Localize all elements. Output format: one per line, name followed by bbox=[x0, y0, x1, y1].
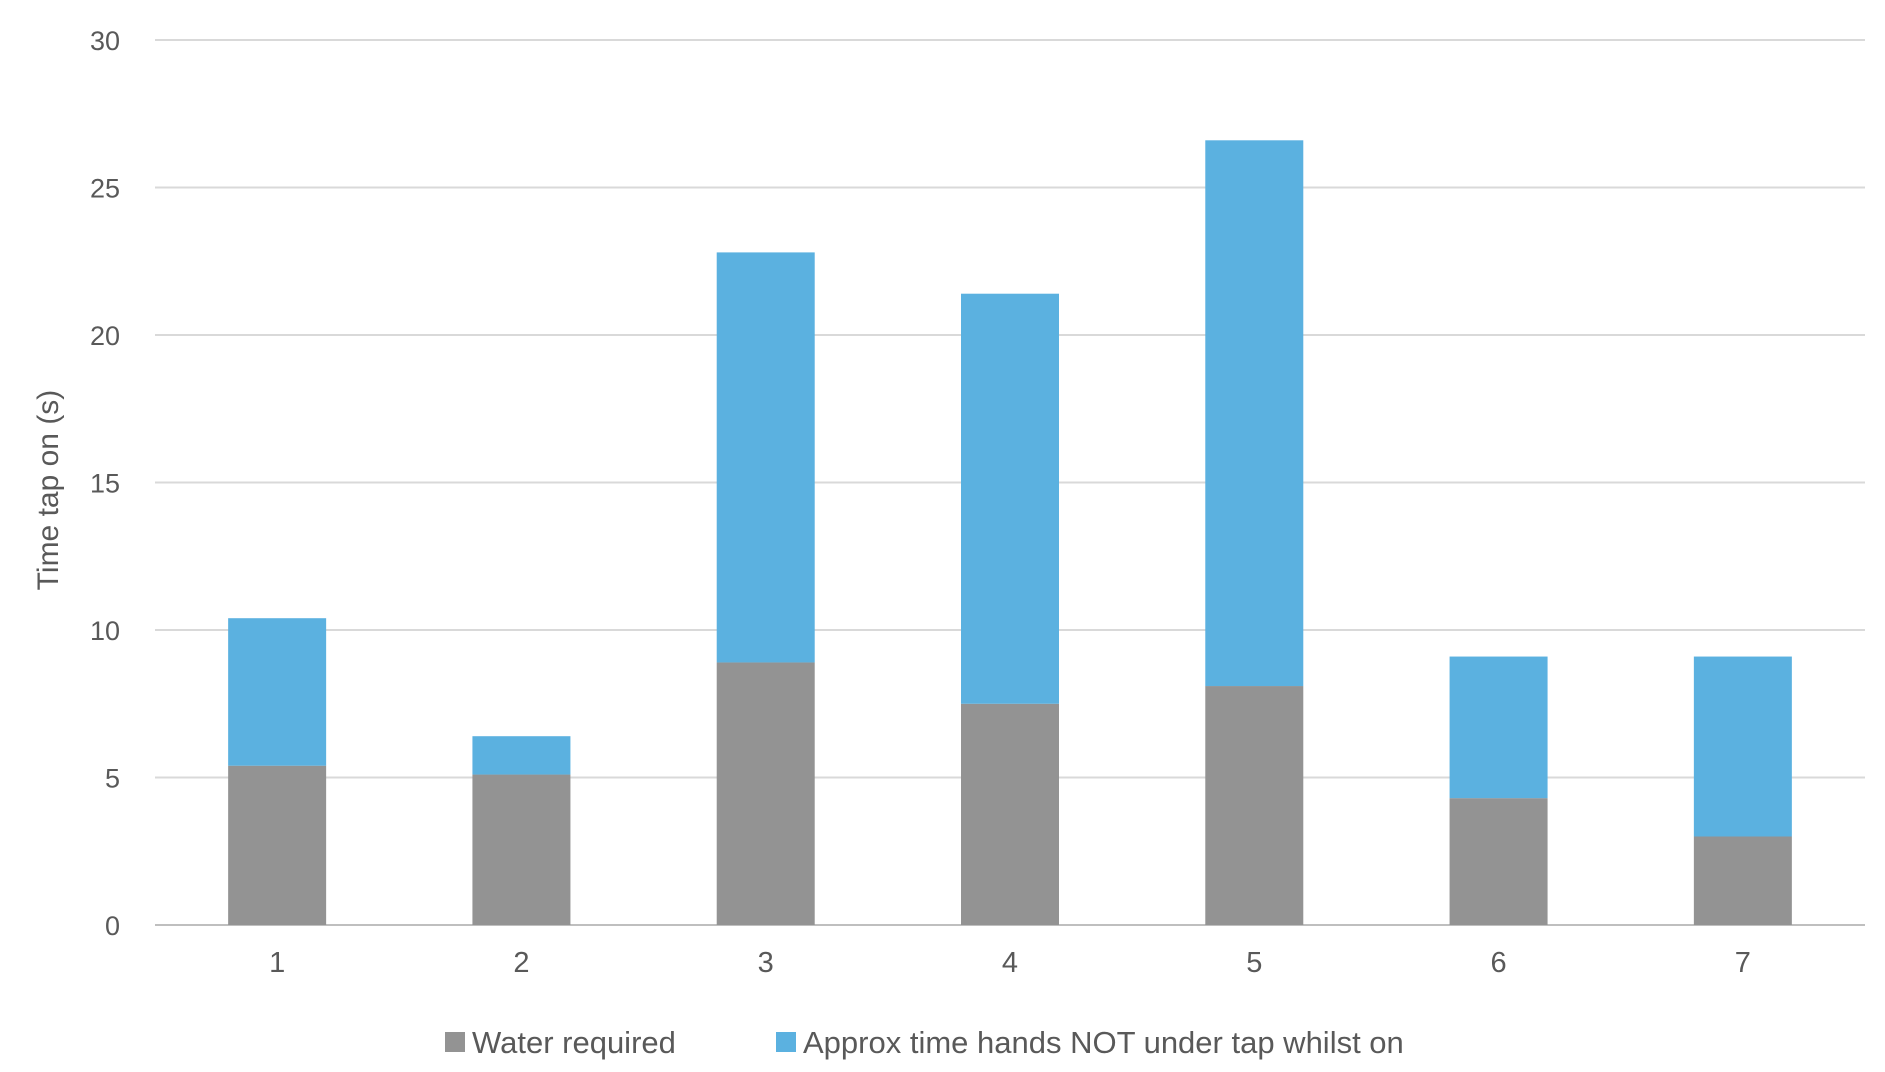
bars bbox=[228, 140, 1792, 925]
legend-swatch bbox=[445, 1032, 465, 1052]
bar-segment-water-required bbox=[716, 662, 815, 925]
bar-segment-hands-not-under-tap bbox=[228, 618, 327, 766]
x-tick-label: 2 bbox=[513, 947, 529, 979]
bar-segment-water-required bbox=[961, 703, 1059, 925]
bar-segment-hands-not-under-tap bbox=[1693, 656, 1792, 837]
bar-segment-water-required bbox=[1693, 836, 1792, 925]
legend-label: Approx time hands NOT under tap whilst o… bbox=[803, 1025, 1404, 1060]
bar-segment-hands-not-under-tap bbox=[1205, 140, 1304, 687]
x-tick-label: 4 bbox=[1002, 947, 1018, 979]
bar-segment-water-required bbox=[1205, 686, 1304, 925]
y-axis-label: Time tap on (s) bbox=[32, 390, 65, 591]
bar-segment-hands-not-under-tap bbox=[472, 736, 571, 775]
x-tick-label: 1 bbox=[269, 947, 285, 979]
y-tick-label: 30 bbox=[90, 26, 120, 56]
y-tick-label: 0 bbox=[105, 911, 120, 941]
bar-segment-hands-not-under-tap bbox=[1449, 656, 1548, 799]
bar-segment-hands-not-under-tap bbox=[716, 252, 815, 663]
legend: Water required Approx time hands NOT unde… bbox=[445, 1025, 1404, 1060]
bar-segment-water-required bbox=[1449, 798, 1548, 925]
y-tick-label: 25 bbox=[90, 174, 120, 204]
bar-segment-water-required bbox=[228, 765, 327, 925]
y-tick-label: 5 bbox=[105, 764, 120, 794]
x-tick-label: 5 bbox=[1246, 947, 1262, 979]
bar-segment-hands-not-under-tap bbox=[961, 293, 1059, 704]
y-tick-label: 15 bbox=[90, 469, 120, 499]
x-tick-label: 7 bbox=[1735, 947, 1751, 979]
x-tick-label: 3 bbox=[758, 947, 774, 979]
legend-label: Water required bbox=[472, 1025, 676, 1060]
y-tick-label: 20 bbox=[90, 321, 120, 351]
x-tick-label: 6 bbox=[1491, 947, 1507, 979]
legend-swatch bbox=[776, 1032, 796, 1052]
y-tick-label: 10 bbox=[90, 616, 120, 646]
y-axis-ticks: 0 5 10 15 20 25 30 bbox=[90, 26, 120, 941]
bar-segment-water-required bbox=[472, 774, 571, 925]
x-axis-ticks: 1 2 3 4 5 6 7 bbox=[269, 947, 1751, 979]
